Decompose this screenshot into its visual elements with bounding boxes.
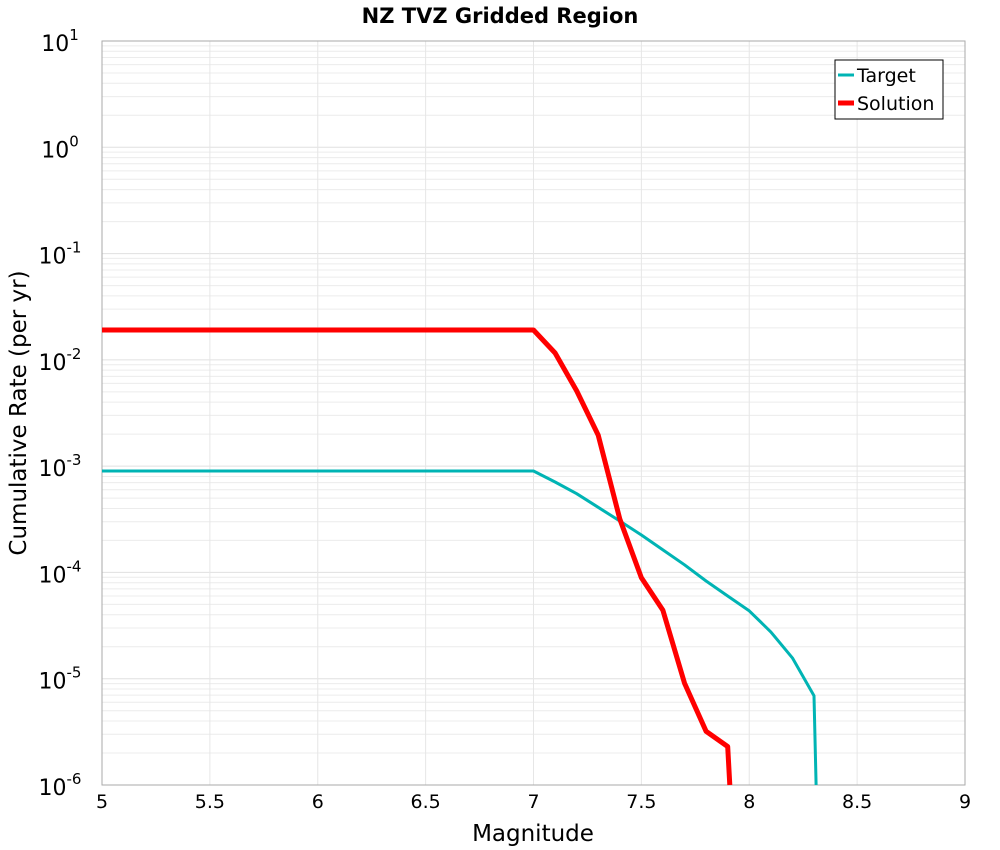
series-line-target [102,469,818,786]
y-tick-label: 10-5 [39,664,82,695]
x-tick-label: 5 [96,791,108,813]
y-tick-label: 10-3 [39,451,82,482]
y-tick-label: 10-2 [39,345,82,376]
y-tick-label: 10-6 [39,770,82,801]
x-tick-label: 7.5 [626,791,656,813]
x-tick-labels: 5 5.5 6 6.5 7 7.5 8 8.5 9 [96,791,971,813]
series-lines [102,327,818,786]
y-tick-label: 101 [41,26,79,57]
x-axis-label: Magnitude [472,821,594,847]
y-tick-exponent: 0 [69,132,79,150]
y-tick-base: 10 [39,351,67,376]
x-tick-label: 6.5 [411,791,441,813]
x-tick-label: 8 [743,791,755,813]
y-tick-base: 10 [39,776,67,801]
y-tick-label: 100 [41,132,79,163]
y-tick-label: 10-4 [39,557,82,588]
x-tick-label: 6 [312,791,324,813]
y-tick-base: 10 [41,32,69,57]
y-tick-base: 10 [39,457,67,482]
x-tick-label: 5.5 [195,791,225,813]
series-line-solution [102,327,733,786]
y-axis-label: Cumulative Rate (per yr) [6,270,32,555]
y-tick-exponent: 1 [69,26,79,44]
y-tick-exponent: -3 [67,451,82,469]
legend: Target Solution [834,59,944,120]
y-tick-exponent: -6 [67,770,82,788]
y-tick-exponent: -5 [67,664,82,682]
y-tick-label: 10-1 [39,239,82,270]
y-tick-base: 10 [39,563,67,588]
plot-area-border [101,40,966,786]
y-tick-exponent: -1 [67,239,82,257]
y-tick-base: 10 [39,245,67,270]
y-tick-base: 10 [39,670,67,695]
y-tick-exponent: -2 [67,345,82,363]
chart-title: NZ TVZ Gridded Region [362,4,639,28]
y-tick-base: 10 [41,138,69,163]
grid [101,41,966,786]
legend-label-solution: Solution [857,93,934,115]
x-tick-label: 9 [959,791,971,813]
legend-label-target: Target [856,65,916,87]
legend-box [834,59,944,120]
x-tick-label: 8.5 [842,791,872,813]
x-tick-label: 7 [527,791,539,813]
y-tick-exponent: -4 [67,557,82,575]
